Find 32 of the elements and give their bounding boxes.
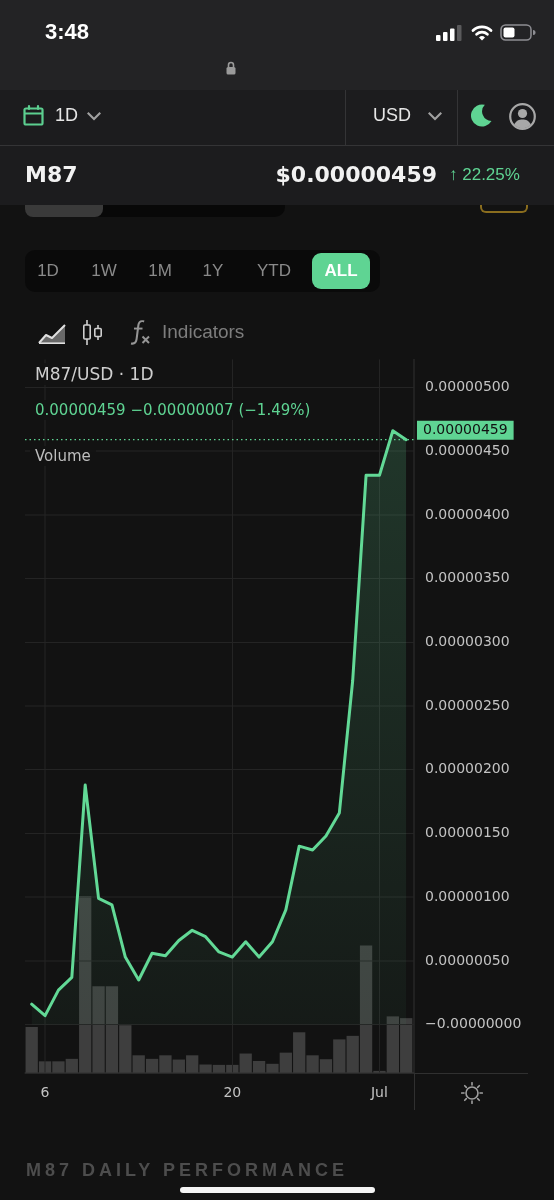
text: 1Y xyxy=(202,261,224,281)
text: ↑ 22.25% xyxy=(449,165,520,185)
y-tick-label: 0.00000350 xyxy=(425,569,510,586)
ref-line-label: 0.00000459 xyxy=(423,421,508,438)
text: $0.00000459 xyxy=(275,162,437,187)
y-tick-label: 0.00000500 xyxy=(425,378,510,395)
text: USD xyxy=(373,105,412,126)
chart-title: M87/USD · 1D xyxy=(30,363,159,385)
x-tick-label: 20 xyxy=(223,1084,242,1101)
x-tick-label: Jul xyxy=(369,1084,388,1101)
text: 3:48 xyxy=(45,19,90,45)
text: 1M xyxy=(148,261,172,281)
text: 1D xyxy=(37,261,59,281)
chart-title: Volume xyxy=(30,446,96,466)
y-tick-label: 0.00000400 xyxy=(425,505,510,522)
text: YTD xyxy=(257,261,291,281)
text: 1D xyxy=(55,105,79,126)
y-tick-label: 0.00000050 xyxy=(425,951,510,968)
y-tick-label: 0.00000300 xyxy=(425,632,510,649)
text: Indicators xyxy=(162,321,245,343)
y-tick-label: 0.00000100 xyxy=(425,887,510,904)
text: 0.00000459 −0.00000007 (−1.49%) xyxy=(30,400,316,420)
y-tick-label: −0.00000000 xyxy=(425,1015,522,1032)
text: M87 xyxy=(25,162,78,187)
y-tick-label: 0.00000250 xyxy=(425,696,510,713)
text: M87 DAILY PERFORMANCE xyxy=(26,1160,349,1181)
y-tick-label: 0.00000150 xyxy=(425,824,510,841)
y-tick-label: 0.00000200 xyxy=(425,760,510,777)
text: 1W xyxy=(91,261,117,281)
y-tick-label: 0.00000450 xyxy=(425,441,510,458)
x-tick-label: 6 xyxy=(40,1084,50,1101)
text: ALL xyxy=(324,261,358,281)
